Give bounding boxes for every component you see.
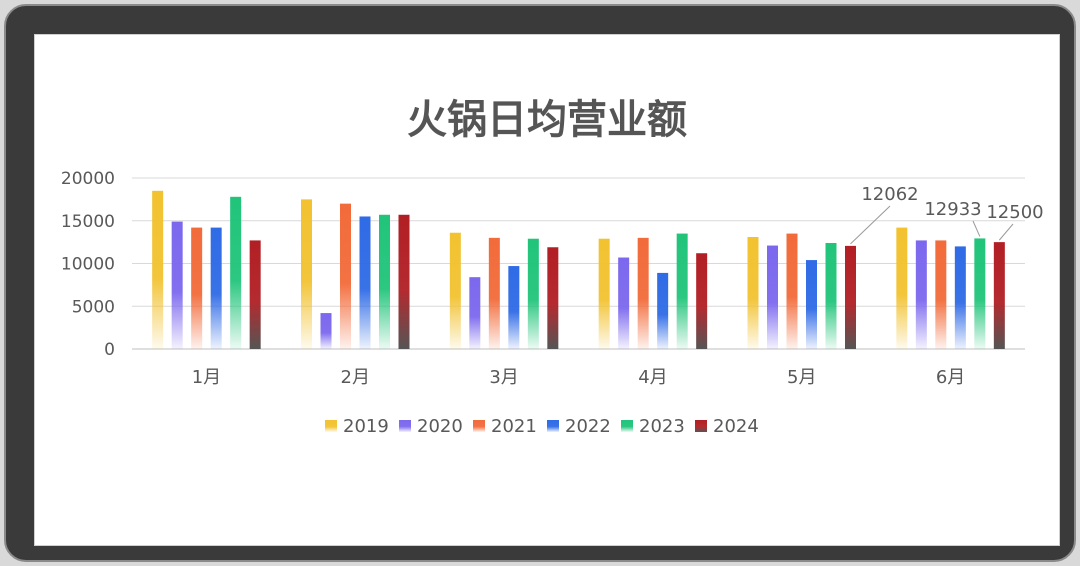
- bar-2023-6: [974, 238, 986, 349]
- legend-label: 2020: [417, 416, 463, 437]
- bar-2022-3: [508, 266, 520, 349]
- bar-chart: 火锅日均营业额 0 5000 10000 15000 20000 1月 2月 3月 4月 5月 6…: [61, 97, 1044, 437]
- legend-label: 2021: [491, 416, 537, 437]
- bar-2023-4: [676, 233, 688, 349]
- y-tick-label: 10000: [61, 255, 115, 275]
- bar-2021-4: [637, 237, 649, 349]
- bar-2019-3: [449, 232, 461, 349]
- legend-swatch-2020: [399, 420, 411, 432]
- bar-2021-5: [786, 233, 798, 349]
- bar-2019-2: [301, 199, 312, 349]
- y-tick-label: 5000: [72, 297, 115, 317]
- bar-2024-2: [398, 214, 410, 349]
- bar-2019-1: [152, 190, 164, 349]
- legend-swatch-2019: [325, 420, 337, 432]
- data-label-leader: [972, 220, 981, 237]
- legend-label: 2022: [565, 416, 611, 437]
- x-category-label: 4月: [638, 367, 667, 388]
- legend-swatch-2024: [695, 420, 707, 432]
- bar-2023-2: [379, 214, 390, 349]
- bar-2023-3: [527, 238, 539, 349]
- data-label: 12500: [986, 202, 1043, 223]
- x-category-label: 5月: [787, 367, 816, 388]
- x-category-label: 1月: [192, 367, 221, 388]
- bar-2019-6: [896, 227, 908, 349]
- y-tick-label: 20000: [61, 169, 115, 189]
- y-tick-label: 15000: [61, 212, 115, 232]
- x-category-label: 2月: [341, 367, 370, 388]
- bar-2022-6: [954, 246, 966, 349]
- legend-label: 2023: [639, 416, 685, 437]
- bar-2023-1: [230, 196, 242, 349]
- bar-2022-1: [210, 227, 222, 349]
- bar-2024-3: [547, 247, 559, 349]
- x-category-label: 3月: [489, 367, 518, 388]
- bar-2021-6: [935, 240, 947, 349]
- data-label-leader: [998, 223, 1014, 241]
- data-label-leader: [850, 205, 891, 245]
- bar-2024-4: [696, 253, 708, 349]
- bar-2020-4: [618, 257, 630, 349]
- bar-2022-2: [359, 216, 371, 349]
- bar-2020-5: [767, 245, 778, 349]
- data-label: 12933: [924, 199, 981, 220]
- bar-2019-5: [747, 236, 759, 349]
- bar-2019-4: [598, 238, 610, 349]
- bar-2021-3: [488, 237, 500, 349]
- bar-2023-5: [825, 242, 837, 349]
- bar-2020-1: [171, 221, 183, 349]
- x-category-label: 6月: [936, 367, 965, 388]
- legend-swatch-2022: [547, 420, 559, 432]
- data-label: 12062: [861, 184, 918, 205]
- chart-title: 火锅日均营业额: [407, 97, 687, 143]
- bar-2022-4: [657, 272, 669, 349]
- bar-2024-6: [993, 242, 1005, 349]
- legend-swatch-2021: [473, 420, 485, 432]
- bar-2020-3: [469, 277, 481, 349]
- bar-2024-5: [845, 245, 856, 349]
- bar-2021-2: [340, 203, 351, 349]
- device-frame: 火锅日均营业额 0 5000 10000 15000 20000 1月 2月 3月 4月 5月 6…: [4, 4, 1076, 562]
- bar-2020-2: [320, 313, 332, 349]
- y-tick-label: 0: [104, 340, 115, 360]
- bar-2022-5: [806, 260, 817, 349]
- chart-panel: 火锅日均营业额 0 5000 10000 15000 20000 1月 2月 3月 4月 5月 6…: [34, 34, 1060, 546]
- bar-2021-1: [191, 227, 203, 349]
- bar-2024-1: [249, 240, 261, 349]
- legend-swatch-2023: [621, 420, 633, 432]
- legend-label: 2019: [343, 416, 389, 437]
- bar-2020-6: [915, 240, 927, 349]
- legend-label: 2024: [713, 416, 759, 437]
